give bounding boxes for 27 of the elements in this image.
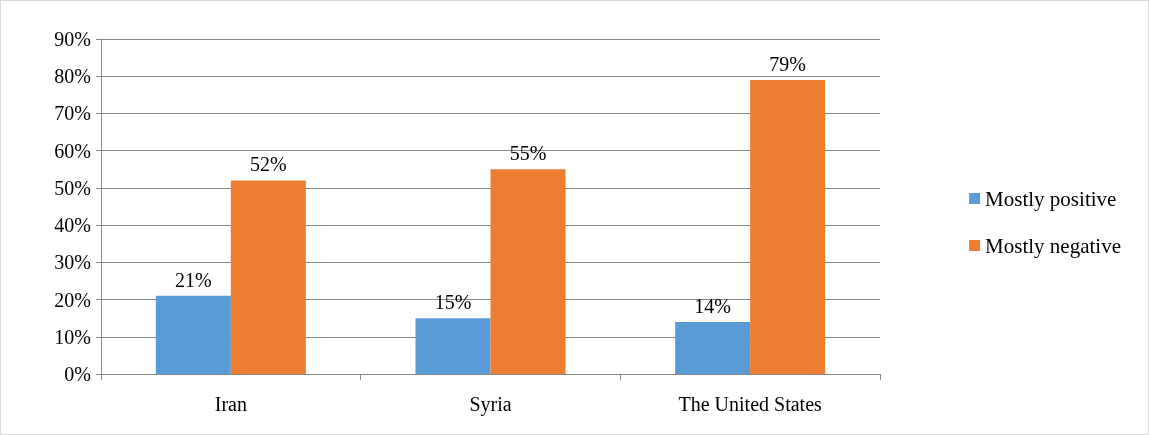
data-label: 21%: [175, 268, 212, 291]
y-tick-label: 30%: [54, 251, 91, 274]
bar: [155, 295, 231, 374]
bar: [490, 169, 566, 374]
x-tick-label: Iran: [214, 393, 247, 415]
legend-label: Mostly positive: [985, 186, 1117, 211]
y-tick-label: 80%: [54, 65, 91, 88]
x-tick-label: The United States: [678, 393, 823, 415]
bar: [675, 321, 751, 374]
bar: [415, 318, 491, 374]
legend-label: Mostly negative: [985, 233, 1122, 258]
y-tick-label: 20%: [54, 288, 91, 311]
y-tick-label: 50%: [54, 176, 91, 199]
bar: [230, 180, 306, 374]
data-label: 14%: [694, 294, 731, 317]
y-tick-label: 10%: [54, 325, 91, 348]
data-label: 15%: [434, 291, 472, 314]
y-tick-label: 70%: [54, 102, 91, 125]
y-tick-label: 90%: [54, 28, 91, 50]
data-label: 79%: [769, 52, 806, 75]
bar: [750, 79, 826, 374]
y-tick-label: 0%: [64, 363, 91, 385]
y-tick-label: 40%: [54, 214, 91, 237]
data-label: 55%: [509, 142, 547, 165]
y-tick-label: 60%: [54, 139, 91, 162]
data-label: 52%: [250, 153, 287, 176]
x-tick-label: Syria: [469, 393, 512, 416]
